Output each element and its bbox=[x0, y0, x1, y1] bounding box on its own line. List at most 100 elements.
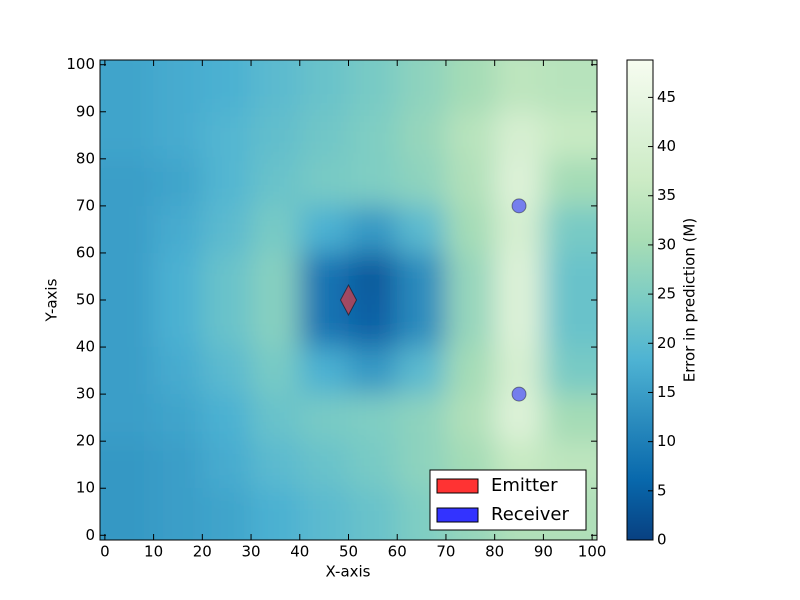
heatmap-cell bbox=[202, 347, 252, 395]
heatmap-cell bbox=[153, 347, 203, 395]
heatmap-cell bbox=[397, 300, 446, 348]
heatmap-cell bbox=[100, 347, 154, 395]
heatmap-cell bbox=[100, 111, 154, 159]
heatmap-cell bbox=[445, 252, 495, 300]
heatmap-cell bbox=[251, 300, 300, 348]
heatmap-cell bbox=[445, 300, 495, 348]
heatmap-cell bbox=[251, 60, 300, 112]
x-tick-label: 50 bbox=[339, 543, 358, 561]
x-tick-label: 90 bbox=[534, 543, 553, 561]
heatmap-cell bbox=[153, 111, 203, 159]
y-tick-label: 60 bbox=[76, 243, 95, 261]
heatmap-cell bbox=[202, 252, 252, 300]
heatmap-cell bbox=[397, 252, 446, 300]
heatmap-cell bbox=[299, 488, 349, 540]
heatmap-cell bbox=[299, 252, 349, 300]
heatmap-cell bbox=[299, 60, 349, 112]
x-tick-label: 10 bbox=[144, 543, 163, 561]
heatmap-cell bbox=[202, 111, 252, 159]
heatmap-cell bbox=[100, 488, 154, 540]
heatmap-cell bbox=[299, 158, 349, 206]
x-tick-label: 70 bbox=[436, 543, 455, 561]
y-tick-label: 30 bbox=[76, 385, 95, 403]
heatmap-cell bbox=[445, 111, 495, 159]
heatmap-cell bbox=[251, 394, 300, 442]
heatmap-cell bbox=[543, 158, 597, 206]
heatmap-cell bbox=[153, 394, 203, 442]
heatmap-cell bbox=[543, 300, 597, 348]
x-tick-label: 60 bbox=[388, 543, 407, 561]
heatmap-cell bbox=[397, 158, 446, 206]
heatmap-cell bbox=[494, 347, 544, 395]
heatmap-cell bbox=[494, 111, 544, 159]
y-tick-label: 70 bbox=[76, 196, 95, 214]
y-tick-label: 80 bbox=[76, 149, 95, 167]
heatmap-cell bbox=[494, 252, 544, 300]
heatmap-cell bbox=[100, 158, 154, 206]
legend-swatch bbox=[436, 507, 479, 523]
colorbar-tick-label: 10 bbox=[657, 432, 676, 450]
heatmap-cell bbox=[397, 347, 446, 395]
heatmap-cell bbox=[494, 394, 544, 442]
legend-swatch bbox=[436, 478, 479, 494]
heatmap-cell bbox=[494, 300, 544, 348]
heatmap-cell bbox=[202, 488, 252, 540]
heatmap-cell bbox=[251, 158, 300, 206]
heatmap-cell bbox=[251, 111, 300, 159]
heatmap-cell bbox=[445, 60, 495, 112]
x-tick-label: 80 bbox=[485, 543, 504, 561]
colorbar-tick-label: 30 bbox=[657, 235, 676, 253]
colorbar-tick-label: 35 bbox=[657, 186, 676, 204]
heatmap-cell bbox=[543, 60, 597, 112]
heatmap-cell bbox=[299, 441, 349, 489]
heatmap-cell bbox=[100, 394, 154, 442]
heatmap-cell bbox=[543, 347, 597, 395]
heatmap-cell bbox=[153, 300, 203, 348]
heatmap-cell bbox=[251, 205, 300, 253]
legend-label: Receiver bbox=[491, 504, 569, 525]
y-tick-label: 40 bbox=[76, 338, 95, 356]
x-tick-label: 100 bbox=[578, 543, 607, 561]
heatmap-cell bbox=[494, 60, 544, 112]
heatmap-cell bbox=[153, 441, 203, 489]
heatmap-cell bbox=[543, 252, 597, 300]
heatmap-cells bbox=[100, 60, 597, 540]
heatmap-cell bbox=[153, 158, 203, 206]
heatmap-cell bbox=[100, 441, 154, 489]
y-tick-label: 50 bbox=[76, 291, 95, 309]
colorbar-tick-label: 40 bbox=[657, 137, 676, 155]
heatmap-cell bbox=[543, 394, 597, 442]
heatmap-cell bbox=[100, 252, 154, 300]
heatmap-cell bbox=[494, 158, 544, 206]
heatmap-cell bbox=[202, 441, 252, 489]
heatmap-cell bbox=[348, 441, 398, 489]
x-axis-label: X-axis bbox=[326, 563, 371, 581]
colorbar-tick-label: 20 bbox=[657, 334, 676, 352]
heatmap-cell bbox=[445, 347, 495, 395]
heatmap-cell bbox=[445, 394, 495, 442]
heatmap-cell bbox=[494, 205, 544, 253]
heatmap-cell bbox=[299, 347, 349, 395]
heatmap-cell bbox=[543, 205, 597, 253]
heatmap-cell bbox=[348, 394, 398, 442]
heatmap-cell bbox=[348, 252, 398, 300]
x-tick-label: 40 bbox=[290, 543, 309, 561]
colorbar-tick-label: 0 bbox=[657, 531, 667, 549]
heatmap-cell bbox=[299, 394, 349, 442]
legend-label: Emitter bbox=[491, 475, 558, 496]
heatmap bbox=[100, 60, 597, 540]
heatmap-cell bbox=[202, 300, 252, 348]
y-tick-label: 10 bbox=[76, 479, 95, 497]
heatmap-cell bbox=[202, 205, 252, 253]
heatmap-cell bbox=[348, 111, 398, 159]
y-tick-label: 90 bbox=[76, 102, 95, 120]
heatmap-cell bbox=[251, 441, 300, 489]
colorbar-tick-label: 25 bbox=[657, 285, 676, 303]
heatmap-cell bbox=[251, 252, 300, 300]
heatmap-cell bbox=[348, 488, 398, 540]
y-tick-label: 20 bbox=[76, 432, 95, 450]
heatmap-cell bbox=[397, 111, 446, 159]
heatmap-cell bbox=[397, 60, 446, 112]
colorbar-label: Error in prediction (M) bbox=[681, 218, 699, 382]
colorbar-tick-label: 5 bbox=[657, 481, 667, 499]
